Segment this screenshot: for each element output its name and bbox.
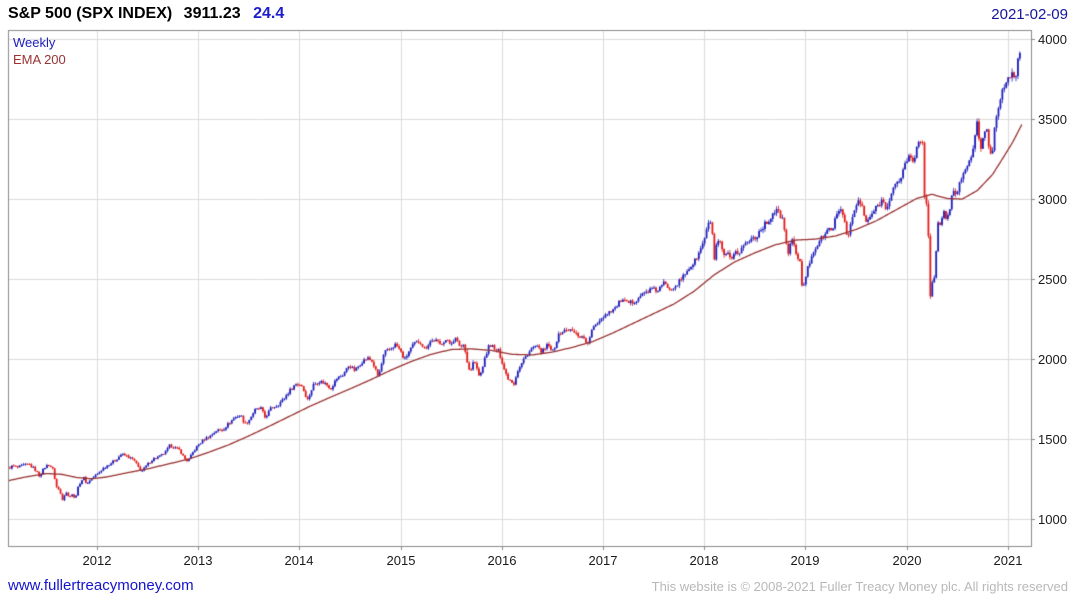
chart-header: S&P 500 (SPX INDEX) 3911.23 24.4 2021-02… bbox=[0, 0, 1075, 28]
chart-legend: Weekly EMA 200 bbox=[13, 34, 66, 68]
x-axis-tick-label: 2019 bbox=[790, 553, 820, 568]
instrument-name: S&P 500 (SPX INDEX) bbox=[8, 5, 173, 22]
x-axis-tick-label: 2020 bbox=[892, 553, 922, 568]
y-axis-tick-label: 3500 bbox=[1038, 112, 1067, 127]
copyright-text: This website is © 2008-2021 Fuller Treac… bbox=[651, 579, 1068, 594]
y-axis-tick-label: 2500 bbox=[1038, 272, 1067, 287]
x-axis-tick-label: 2021 bbox=[993, 553, 1023, 568]
x-axis-tick-label: 2015 bbox=[386, 553, 416, 568]
chart-title: S&P 500 (SPX INDEX) 3911.23 24.4 bbox=[8, 5, 284, 23]
y-axis-tick-label: 2000 bbox=[1038, 352, 1067, 367]
last-price: 3911.23 bbox=[183, 5, 241, 22]
quote-date: 2021-02-09 bbox=[991, 6, 1068, 23]
legend-ema-200: EMA 200 bbox=[13, 52, 66, 67]
site-link[interactable]: www.fullertreacymoney.com bbox=[8, 577, 194, 594]
x-axis-tick-label: 2014 bbox=[284, 553, 314, 568]
x-axis-tick-label: 2017 bbox=[588, 553, 618, 568]
y-axis-tick-label: 1500 bbox=[1038, 432, 1067, 447]
x-axis-tick-label: 2018 bbox=[689, 553, 719, 568]
price-change: 24.4 bbox=[253, 5, 285, 22]
x-axis-tick-label: 2016 bbox=[487, 553, 517, 568]
x-axis-tick-label: 2012 bbox=[82, 553, 112, 568]
x-axis-tick-label: 2013 bbox=[183, 553, 213, 568]
y-axis-tick-label: 1000 bbox=[1038, 512, 1067, 527]
y-axis-tick-label: 3000 bbox=[1038, 192, 1067, 207]
y-axis-tick-label: 4000 bbox=[1038, 32, 1067, 47]
legend-weekly: Weekly bbox=[13, 35, 56, 50]
